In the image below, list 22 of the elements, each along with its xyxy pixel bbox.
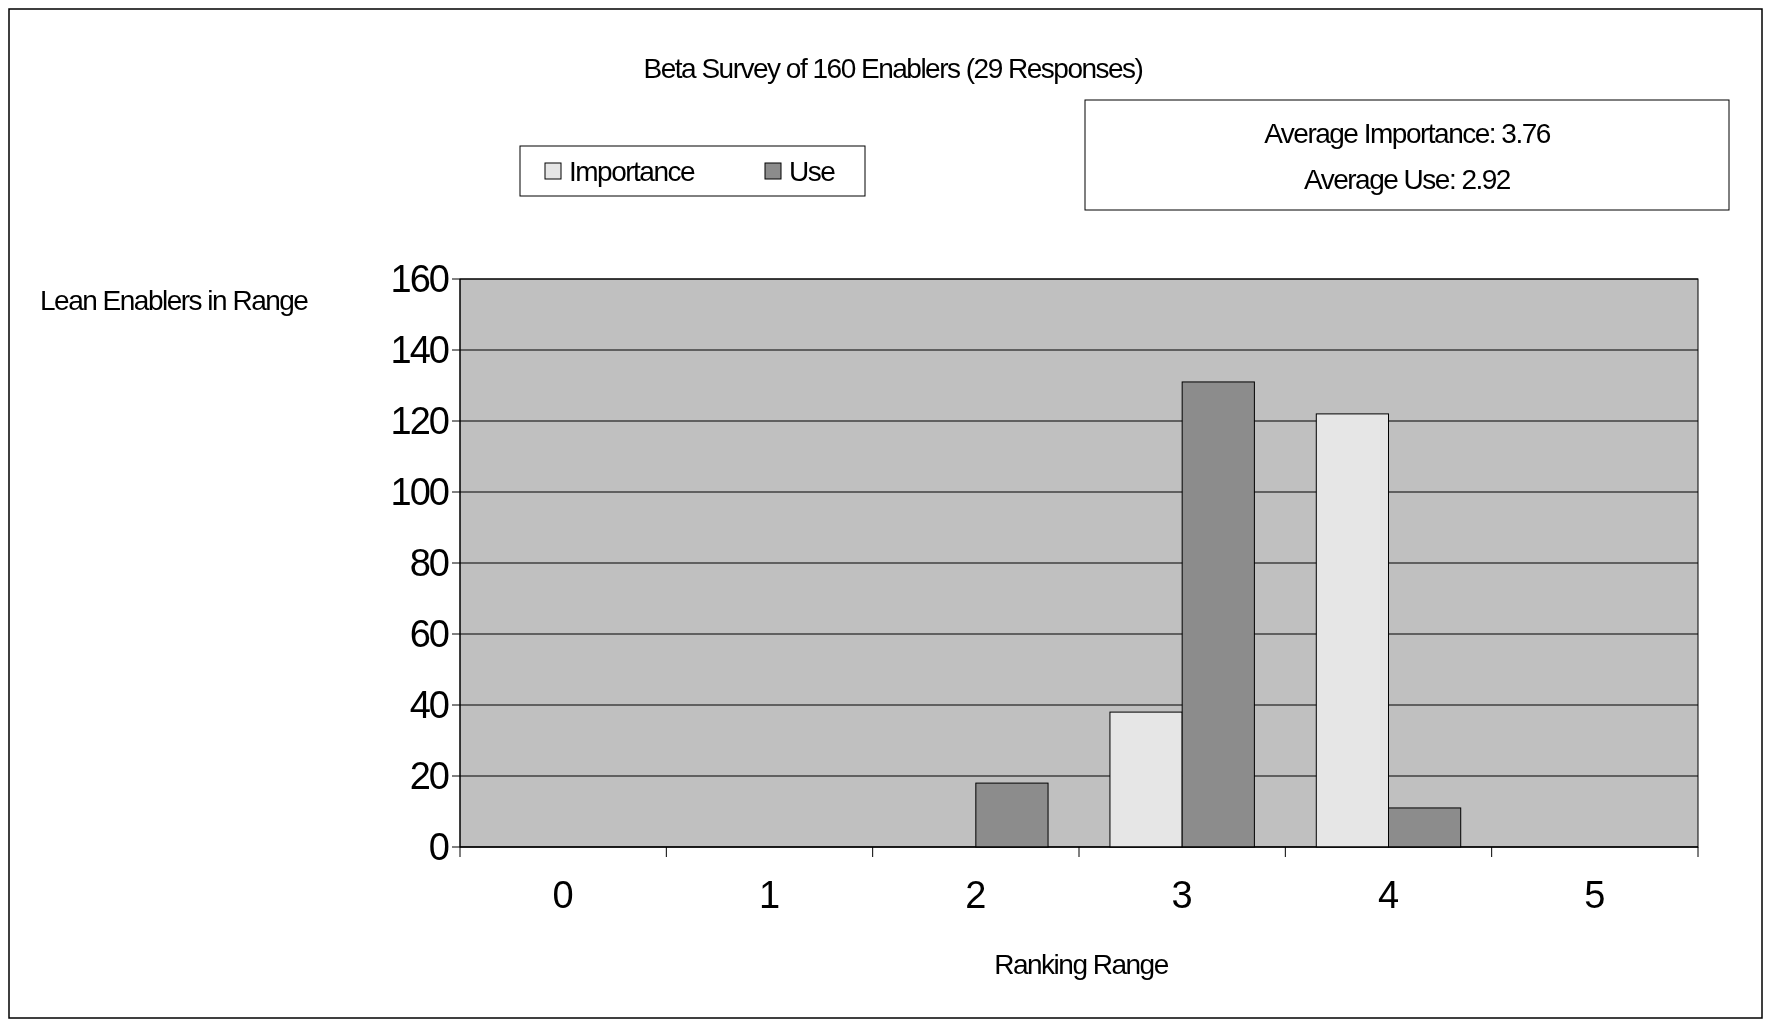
chart-title: Beta Survey of 160 Enablers (29 Responses) — [643, 53, 1143, 84]
y-axis-title: Lean Enablers in Range — [40, 285, 309, 316]
x-tick-label: 4 — [1377, 874, 1400, 916]
x-axis-title: Ranking Range — [994, 949, 1169, 980]
x-tick-label: 3 — [1171, 874, 1193, 916]
y-tick-label: 140 — [390, 329, 449, 372]
y-tick-label: 60 — [409, 613, 449, 656]
y-tick-label: 0 — [428, 826, 449, 869]
y-tick-label: 120 — [390, 400, 449, 443]
text: Average Use: 2.92 — [1304, 164, 1511, 195]
text: Average Importance: 3.76 — [1264, 118, 1551, 149]
y-tick-label: 40 — [409, 684, 449, 727]
x-tick-label: 1 — [758, 874, 781, 916]
y-tick-label: 20 — [409, 755, 449, 798]
x-tick-label: 0 — [552, 874, 574, 916]
x-tick-label: 5 — [1584, 874, 1606, 916]
y-tick-label: 80 — [409, 542, 449, 585]
legend-label: Importance — [569, 156, 695, 187]
x-tick-label: 2 — [965, 874, 987, 916]
legend-label: Use — [789, 156, 836, 187]
y-tick-label: 100 — [390, 471, 449, 514]
y-tick-label: 160 — [390, 258, 449, 301]
